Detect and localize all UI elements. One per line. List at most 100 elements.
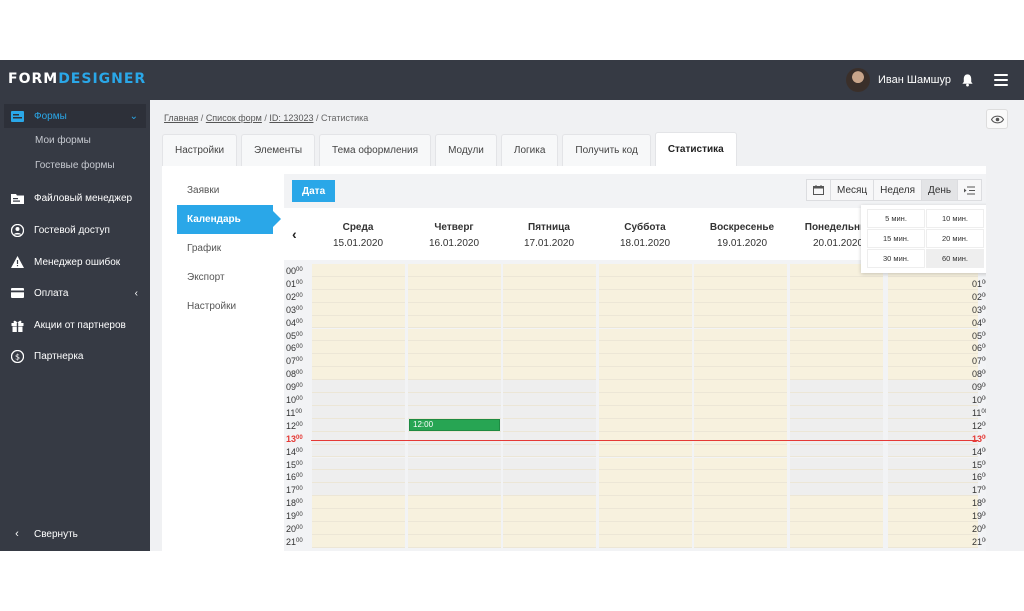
time-slot[interactable] <box>503 457 596 471</box>
subnav-requests[interactable]: Заявки <box>187 185 220 196</box>
time-slot[interactable] <box>599 431 692 445</box>
tab-settings[interactable]: Настройки <box>162 134 238 166</box>
bell-icon[interactable] <box>961 73 974 87</box>
sidebar-item-partner-promos[interactable]: Акции от партнеров <box>4 313 146 337</box>
time-slot[interactable] <box>408 470 501 484</box>
sidebar-item-forms[interactable]: Формы ⌄ <box>4 104 146 128</box>
time-slot[interactable] <box>790 393 883 406</box>
time-slot[interactable] <box>888 393 978 406</box>
date-button[interactable]: Дата <box>292 180 336 202</box>
time-slot[interactable] <box>888 354 978 368</box>
time-slot[interactable] <box>790 367 883 381</box>
day-column[interactable] <box>599 264 692 551</box>
time-slot[interactable] <box>694 418 787 432</box>
time-slot[interactable] <box>694 496 787 510</box>
time-slot[interactable] <box>790 302 883 316</box>
time-slot[interactable] <box>312 367 405 381</box>
time-slot[interactable] <box>408 483 501 497</box>
day-column[interactable] <box>790 264 883 551</box>
time-slot[interactable] <box>790 431 883 445</box>
time-slot[interactable] <box>888 367 978 381</box>
time-slot[interactable] <box>599 380 692 393</box>
calendar-icon-button[interactable] <box>807 180 831 200</box>
time-slot[interactable] <box>503 289 596 303</box>
subnav-calendar[interactable]: Календарь <box>177 205 281 234</box>
time-slot[interactable] <box>790 405 883 419</box>
time-slot[interactable] <box>408 393 501 406</box>
time-slot[interactable] <box>694 341 787 355</box>
time-slot[interactable] <box>694 328 787 342</box>
time-slot[interactable] <box>599 367 692 381</box>
time-slot[interactable] <box>599 341 692 355</box>
time-slot[interactable] <box>503 534 596 548</box>
time-slot[interactable] <box>599 444 692 458</box>
time-slot[interactable] <box>599 522 692 535</box>
time-slot[interactable] <box>888 483 978 497</box>
tab-elements[interactable]: Элементы <box>241 134 316 166</box>
time-slot[interactable] <box>408 509 501 522</box>
time-slot[interactable] <box>599 276 692 290</box>
time-slot[interactable] <box>408 302 501 316</box>
breadcrumb-forms[interactable]: Список форм <box>205 113 262 123</box>
interval-option-selected[interactable]: 60 мин. <box>926 249 984 268</box>
time-slot[interactable] <box>503 509 596 522</box>
time-slot[interactable] <box>408 276 501 290</box>
time-slot[interactable] <box>888 405 978 419</box>
time-slot[interactable] <box>312 380 405 393</box>
time-slot[interactable] <box>599 328 692 342</box>
time-slot[interactable] <box>599 534 692 548</box>
time-slot[interactable] <box>503 496 596 510</box>
time-slot[interactable] <box>503 315 596 329</box>
time-slot[interactable] <box>694 354 787 368</box>
time-slot[interactable] <box>599 393 692 406</box>
time-slot[interactable] <box>503 431 596 445</box>
tab-logic[interactable]: Логика <box>500 134 559 166</box>
time-slot[interactable] <box>408 315 501 329</box>
time-slot[interactable] <box>790 328 883 342</box>
time-slot[interactable] <box>694 457 787 471</box>
time-slot[interactable] <box>790 289 883 303</box>
time-slot[interactable] <box>599 509 692 522</box>
logo[interactable]: FORMDESIGNER <box>8 71 147 87</box>
time-slot[interactable] <box>312 289 405 303</box>
subnav-settings[interactable]: Настройки <box>187 301 237 312</box>
time-slot[interactable] <box>888 276 978 290</box>
time-slot[interactable] <box>408 457 501 471</box>
time-slot[interactable] <box>312 457 405 471</box>
time-slot[interactable] <box>599 354 692 368</box>
prev-arrow-icon[interactable]: ‹ <box>292 226 297 242</box>
sidebar-subitem-guest-forms[interactable]: Гостевые формы <box>35 160 115 171</box>
time-slot[interactable] <box>503 418 596 432</box>
time-slot[interactable] <box>888 457 978 471</box>
time-slot[interactable] <box>888 380 978 393</box>
time-slot[interactable] <box>790 457 883 471</box>
time-slot[interactable] <box>599 264 692 277</box>
time-slot[interactable] <box>694 483 787 497</box>
user-menu[interactable]: Иван Шамшур <box>846 68 951 92</box>
time-slot[interactable] <box>790 444 883 458</box>
time-slot[interactable] <box>694 444 787 458</box>
time-slot[interactable] <box>408 367 501 381</box>
collapse-button[interactable]: ‹ Свернуть <box>4 522 146 546</box>
time-slot[interactable] <box>888 341 978 355</box>
time-slot[interactable] <box>408 289 501 303</box>
time-slot[interactable] <box>312 496 405 510</box>
time-slot[interactable] <box>312 354 405 368</box>
time-slot[interactable] <box>312 328 405 342</box>
subnav-chart[interactable]: График <box>187 243 222 254</box>
time-slot[interactable] <box>790 341 883 355</box>
time-slot[interactable] <box>790 354 883 368</box>
time-slot[interactable] <box>312 302 405 316</box>
time-slot[interactable] <box>599 418 692 432</box>
time-slot[interactable] <box>408 431 501 445</box>
time-slot[interactable] <box>790 496 883 510</box>
subnav-export[interactable]: Экспорт <box>187 272 225 283</box>
time-slot[interactable] <box>888 534 978 548</box>
time-slot[interactable] <box>599 315 692 329</box>
time-slot[interactable] <box>694 405 787 419</box>
day-column[interactable] <box>312 264 405 551</box>
time-slot[interactable] <box>408 354 501 368</box>
breadcrumb-form-id[interactable]: ID: 123023 <box>269 113 314 123</box>
time-slot[interactable] <box>599 405 692 419</box>
time-slot[interactable] <box>503 328 596 342</box>
